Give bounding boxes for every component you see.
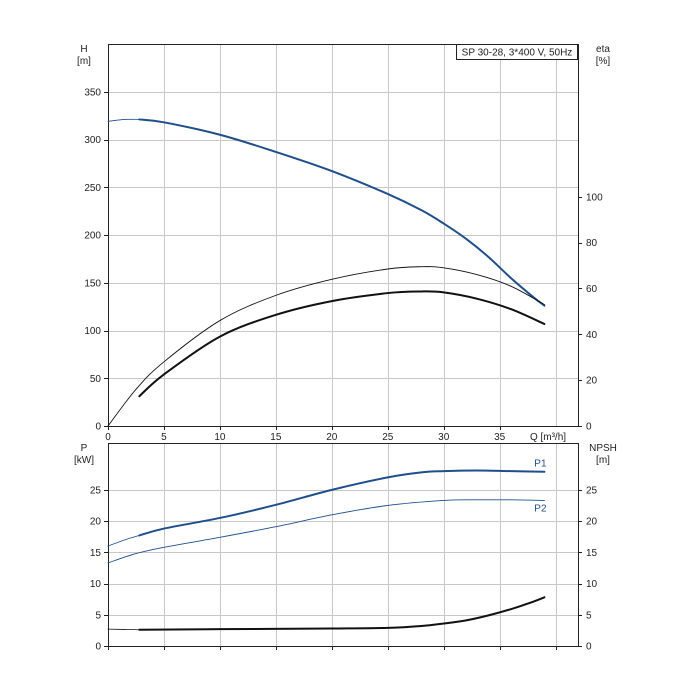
y-tick-label-right: 60: [586, 284, 598, 295]
y-tick-label-left: 0: [95, 422, 101, 433]
legend-label: SP 30-28, 3*400 V, 50Hz: [462, 48, 573, 59]
y-tick-label-left: 5: [95, 610, 101, 621]
y-tick-label-left: 20: [90, 517, 102, 528]
series-line-npsh: [138, 596, 546, 631]
legend: SP 30-28, 3*400 V, 50Hz: [456, 44, 578, 60]
x-tick-label: 20: [326, 432, 338, 443]
x-tick-label: 30: [438, 432, 450, 443]
y-tick-label-left: 10: [90, 579, 102, 590]
y-tick-label-right: 20: [586, 517, 598, 528]
series-line-p1: [138, 469, 546, 537]
x-tick-label: 0: [105, 432, 111, 443]
x-tick-label: 10: [214, 432, 226, 443]
plot-frame: [108, 443, 579, 647]
y-axis-unit-right: [m]: [596, 455, 610, 466]
series-line-npsh_ext: [107, 628, 140, 631]
series-line-head: [138, 118, 546, 307]
y-tick-label-left: 150: [84, 278, 101, 289]
series-line-p1_ext: [107, 535, 140, 547]
y-tick-label-left: 300: [84, 135, 101, 146]
y-tick-label-left: 100: [84, 326, 101, 337]
series-label-p2: P2: [534, 503, 547, 514]
y-tick-label-right: 80: [586, 238, 598, 249]
y-tick-label-left: 25: [90, 485, 102, 496]
y-tick-label-right: 100: [586, 192, 603, 203]
x-tick-label: 25: [382, 432, 394, 443]
y-tick-label-right: 15: [586, 548, 598, 559]
y-axis-label-right: eta: [596, 44, 610, 55]
series-line-eta_pump: [107, 266, 545, 427]
y-tick-label-left: 50: [90, 374, 102, 385]
y-tick-label-left: 250: [84, 183, 101, 194]
x-tick-label: 35: [494, 432, 506, 443]
y-tick-label-right: 20: [586, 376, 598, 387]
x-tick-label: 15: [270, 432, 282, 443]
y-tick-label-right: 0: [586, 422, 592, 433]
y-tick-label-right: 40: [586, 330, 598, 341]
y-tick-label-left: 350: [84, 87, 101, 98]
y-tick-label-right: 0: [586, 642, 592, 653]
y-axis-label-right: NPSH: [589, 443, 617, 454]
series-line-p2: [107, 499, 545, 564]
y-axis-label-left: H: [80, 44, 87, 55]
legend-box: [456, 44, 578, 60]
plot-frame: [108, 44, 579, 427]
x-tick-label: 5: [161, 432, 167, 443]
power-npsh-panel: 0 5 10 15 20 25 0 5 10 15 20 25 P[kW] NPSH[m] P1 P2: [74, 443, 617, 653]
y-axis-unit-left: [kW]: [74, 455, 94, 466]
y-tick-label-right: 5: [586, 610, 592, 621]
series-label-p1: P1: [534, 459, 547, 470]
x-axis-label: Q [m³/h]: [530, 432, 566, 443]
y-axis-unit-right: [%]: [596, 56, 611, 67]
y-tick-label-right: 10: [586, 579, 598, 590]
head-efficiency-panel: 0 50 100 150 200 250 300 350 0 20 40 60 80 100 0 5 10 15 2…: [77, 44, 610, 443]
y-tick-label-left: 15: [90, 548, 102, 559]
y-axis-label-left: P: [81, 443, 88, 454]
y-tick-label-left: 200: [84, 231, 101, 242]
y-tick-label-left: 0: [95, 642, 101, 653]
series-line-head_ext: [107, 118, 140, 122]
y-tick-label-right: 25: [586, 485, 598, 496]
series-line-eta_total: [138, 290, 546, 398]
y-axis-unit-left: [m]: [77, 56, 91, 67]
